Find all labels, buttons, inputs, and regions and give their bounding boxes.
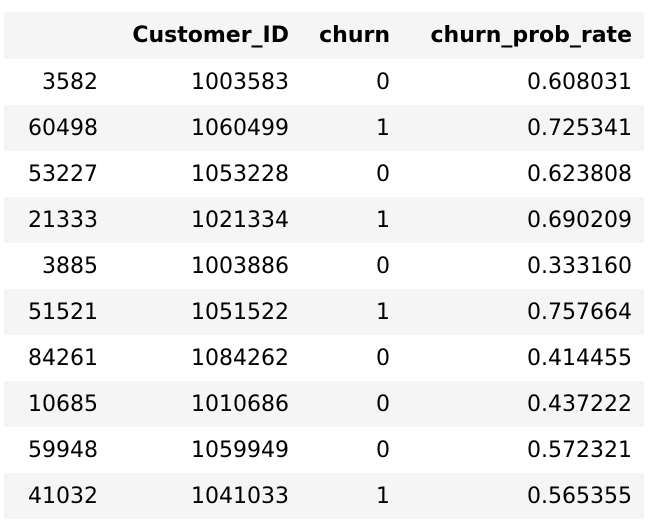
churn-prob-rate-cell: 0.725341	[402, 105, 644, 151]
row-index-cell: 3582	[4, 59, 110, 105]
customer-id-cell: 1003583	[110, 59, 301, 105]
column-header-churn: churn	[301, 12, 402, 59]
churn-prob-rate-cell: 0.565355	[402, 473, 644, 519]
row-index-cell: 59948	[4, 427, 110, 473]
row-index-cell: 51521	[4, 289, 110, 335]
row-index-cell: 84261	[4, 335, 110, 381]
churn-cell: 0	[301, 59, 402, 105]
churn-cell: 1	[301, 289, 402, 335]
churn-cell: 0	[301, 381, 402, 427]
churn-cell: 0	[301, 427, 402, 473]
row-index-cell: 10685	[4, 381, 110, 427]
table-row: 41032 1041033 1 0.565355	[4, 473, 644, 519]
table-row: 21333 1021334 1 0.690209	[4, 197, 644, 243]
customer-id-cell: 1003886	[110, 243, 301, 289]
customer-id-cell: 1060499	[110, 105, 301, 151]
table-row: 10685 1010686 0 0.437222	[4, 381, 644, 427]
churn-prob-rate-cell: 0.572321	[402, 427, 644, 473]
churn-cell: 0	[301, 243, 402, 289]
churn-prob-rate-cell: 0.623808	[402, 151, 644, 197]
table-row: 51521 1051522 1 0.757664	[4, 289, 644, 335]
table-row: 53227 1053228 0 0.623808	[4, 151, 644, 197]
churn-cell: 0	[301, 335, 402, 381]
header-row: Customer_ID churn churn_prob_rate	[4, 12, 644, 59]
churn-prob-rate-cell: 0.414455	[402, 335, 644, 381]
row-index-cell: 21333	[4, 197, 110, 243]
churn-prob-rate-cell: 0.690209	[402, 197, 644, 243]
customer-id-cell: 1041033	[110, 473, 301, 519]
customer-id-cell: 1084262	[110, 335, 301, 381]
row-index-cell: 60498	[4, 105, 110, 151]
churn-prob-rate-cell: 0.333160	[402, 243, 644, 289]
churn-cell: 1	[301, 197, 402, 243]
row-index-cell: 3885	[4, 243, 110, 289]
table-row: 3885 1003886 0 0.333160	[4, 243, 644, 289]
table-header: Customer_ID churn churn_prob_rate	[4, 12, 644, 59]
churn-cell: 1	[301, 105, 402, 151]
customer-id-cell: 1021334	[110, 197, 301, 243]
customer-id-cell: 1010686	[110, 381, 301, 427]
churn-cell: 0	[301, 151, 402, 197]
column-header-index	[4, 12, 110, 59]
churn-prob-rate-cell: 0.608031	[402, 59, 644, 105]
churn-prob-rate-cell: 0.757664	[402, 289, 644, 335]
table-row: 84261 1084262 0 0.414455	[4, 335, 644, 381]
table-row: 60498 1060499 1 0.725341	[4, 105, 644, 151]
customer-id-cell: 1051522	[110, 289, 301, 335]
customer-id-cell: 1059949	[110, 427, 301, 473]
dataframe-table: Customer_ID churn churn_prob_rate 3582 1…	[4, 12, 644, 519]
row-index-cell: 53227	[4, 151, 110, 197]
customer-id-cell: 1053228	[110, 151, 301, 197]
churn-cell: 1	[301, 473, 402, 519]
table-body: 3582 1003583 0 0.608031 60498 1060499 1 …	[4, 59, 644, 519]
row-index-cell: 41032	[4, 473, 110, 519]
column-header-churn-prob-rate: churn_prob_rate	[402, 12, 644, 59]
column-header-customer-id: Customer_ID	[110, 12, 301, 59]
table-row: 59948 1059949 0 0.572321	[4, 427, 644, 473]
table-row: 3582 1003583 0 0.608031	[4, 59, 644, 105]
churn-prob-rate-cell: 0.437222	[402, 381, 644, 427]
